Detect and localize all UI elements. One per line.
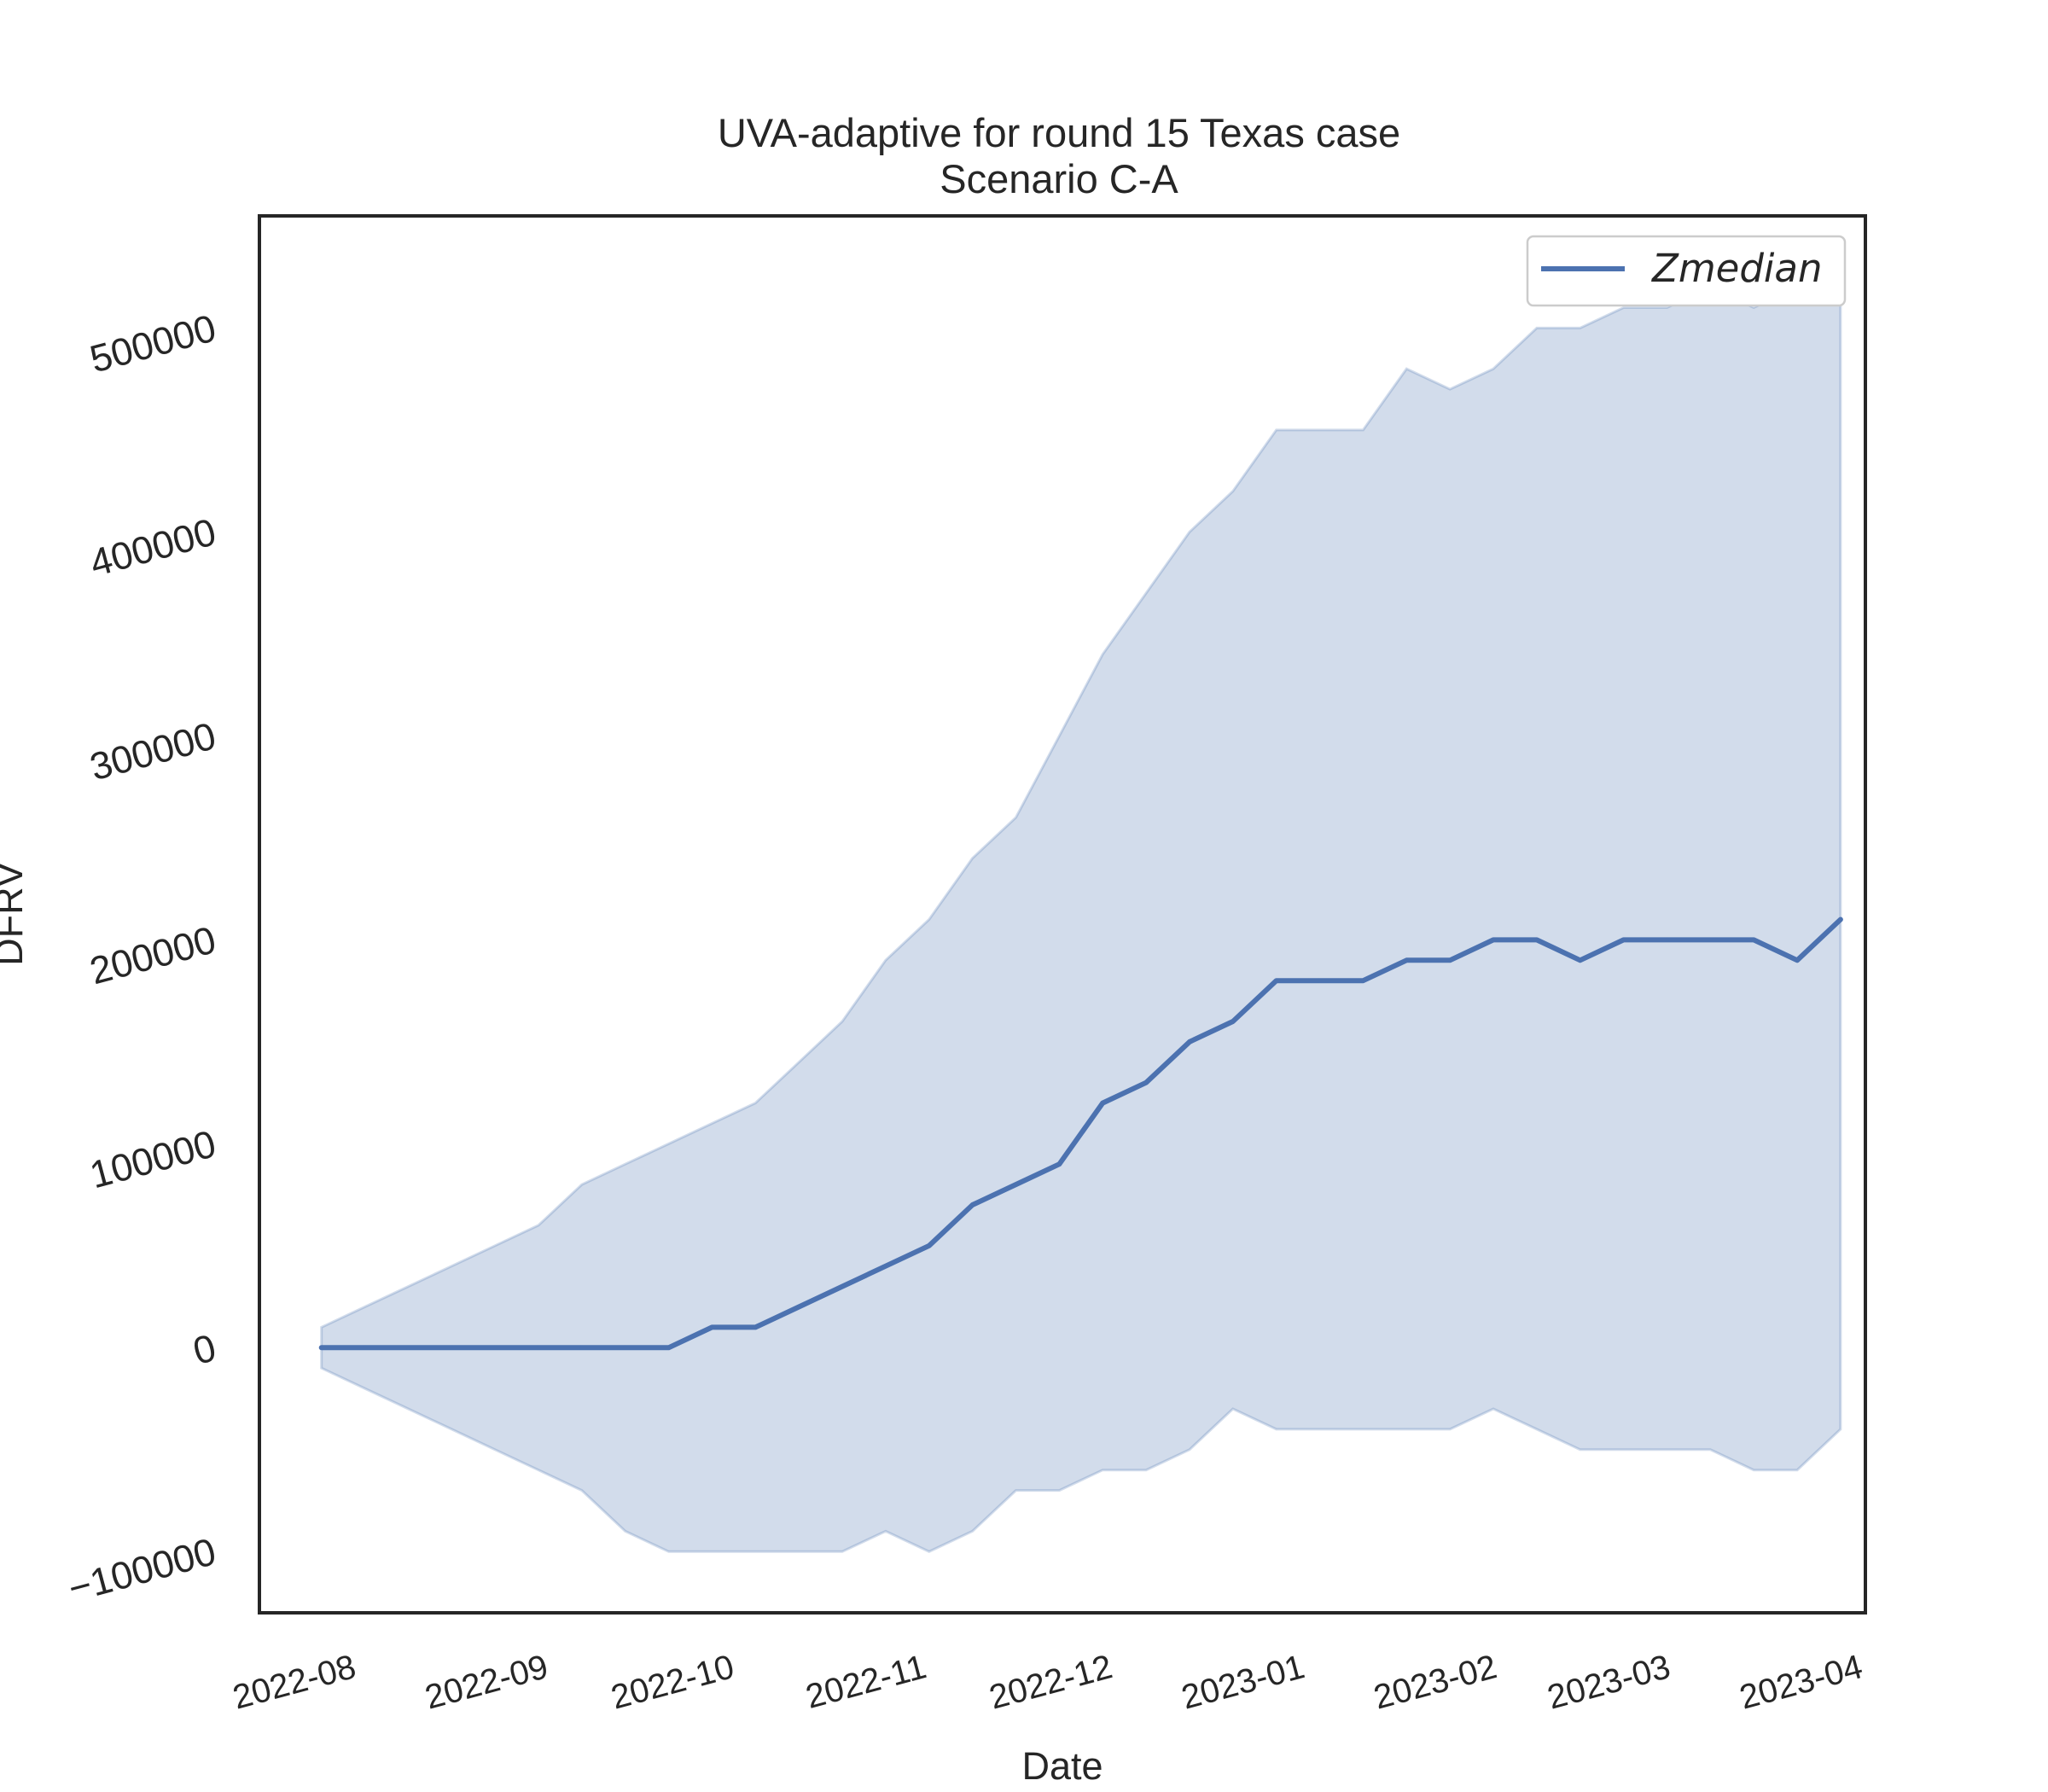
data-point xyxy=(1795,957,1800,963)
data-point xyxy=(579,1345,585,1350)
data-point xyxy=(666,1345,672,1350)
confidence-band xyxy=(320,265,1842,1553)
data-point xyxy=(796,1305,801,1309)
data-point xyxy=(449,1345,454,1350)
x-axis-label: Date xyxy=(1021,1744,1103,1788)
data-point xyxy=(492,1345,497,1350)
data-point xyxy=(1447,957,1452,963)
y-axis-label: DFRV xyxy=(0,862,31,966)
data-point xyxy=(363,1345,367,1350)
data-point xyxy=(1274,978,1279,983)
data-point xyxy=(1708,937,1713,942)
data-point xyxy=(1534,937,1539,942)
data-point xyxy=(1014,1182,1018,1187)
legend: Zmedian xyxy=(1526,235,1847,307)
series-line-zmedian xyxy=(318,916,1843,1351)
data-point xyxy=(536,1345,541,1350)
axes-frame xyxy=(258,214,1867,1615)
data-point xyxy=(1143,1080,1149,1085)
data-point xyxy=(1056,1161,1062,1167)
chart-title: UVA-adaptive for round 15 Texas case xyxy=(718,110,1400,155)
data-point xyxy=(1665,937,1669,942)
legend-label: Zmedian xyxy=(1651,246,1823,291)
legend-box xyxy=(1526,235,1847,307)
data-point xyxy=(1318,978,1323,983)
data-point xyxy=(970,1202,975,1207)
data-point xyxy=(1360,978,1365,983)
data-point xyxy=(1838,917,1843,922)
data-point xyxy=(840,1284,845,1289)
data-point xyxy=(623,1345,628,1350)
data-point xyxy=(1578,957,1583,963)
data-point xyxy=(1404,957,1409,963)
data-point xyxy=(709,1324,714,1329)
data-point xyxy=(753,1324,758,1329)
data-point xyxy=(1621,937,1626,942)
data-point xyxy=(927,1243,932,1248)
chart-subtitle: Scenario C-A xyxy=(940,156,1178,201)
data-point xyxy=(1100,1101,1105,1106)
data-point xyxy=(1187,1039,1192,1044)
data-point xyxy=(883,1264,888,1269)
data-point xyxy=(405,1345,410,1350)
data-point xyxy=(1751,937,1756,942)
plot-area xyxy=(318,265,1843,1553)
data-point xyxy=(319,1345,324,1350)
data-point xyxy=(1491,937,1496,942)
data-point xyxy=(1231,1019,1236,1024)
